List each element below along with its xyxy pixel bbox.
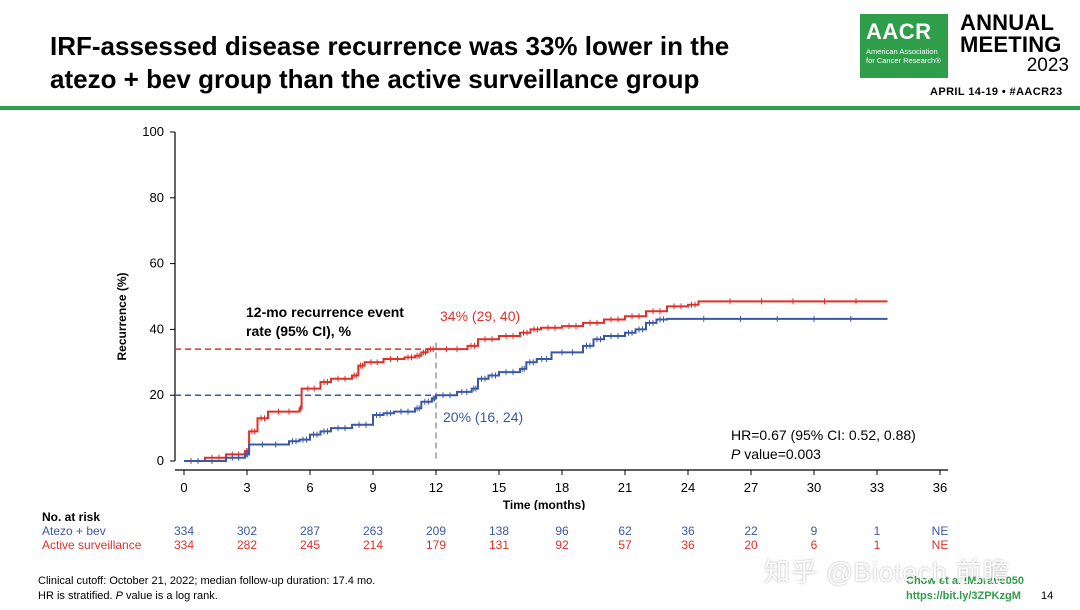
x-tick-label: 30 [807,480,821,495]
event-rate-label-line-2: rate (95% CI), % [246,323,352,339]
at-risk-value: 1 [873,538,881,552]
x-tick-label: 6 [306,480,313,495]
y-tick-label: 80 [150,190,164,205]
at-risk-row-label: Active surveillance [42,538,142,552]
x-tick-label: 18 [555,480,569,495]
x-axis-label: Time (months) [503,498,585,510]
slide-title-line-2: atezo + bev group than the active survei… [50,64,700,94]
footnote-stats-a: HR is stratified. [38,590,116,602]
at-risk-value: NE [931,524,949,538]
y-tick-label: 20 [150,387,164,402]
x-tick-label: 9 [369,480,376,495]
at-risk-value: 302 [236,524,258,538]
p-value-rest: value=0.003 [740,446,821,462]
footnote-stats-b: value is a log rank. [122,590,218,602]
at-risk-value: 96 [555,524,569,538]
at-risk-value: 92 [555,538,569,552]
x-tick-label: 27 [744,480,758,495]
at-risk-value: 22 [744,524,758,538]
p-value-p: P [731,446,741,462]
at-risk-value: NE [931,538,949,552]
at-risk-value: 57 [618,538,632,552]
slide-title: IRF-assessed disease recurrence was 33% … [50,30,810,96]
slide-title-line-1: IRF-assessed disease recurrence was 33% … [50,31,730,61]
meeting-dates: APRIL 14-19 • #AACR23 [930,86,1063,98]
at-risk-value: 287 [299,524,321,538]
atezo-rate-label: 20% (16, 24) [443,409,523,425]
aacr-logo-subtitle: American Association for Cancer Research… [866,47,941,65]
x-tick-label: 33 [870,480,884,495]
citation-study: Chow et al IMbrave050 [906,575,1024,587]
surveillance-rate-label: 34% (29, 40) [440,308,520,324]
annual-meeting-label: ANNUAL MEETING 2023 [960,12,1075,76]
at-risk-value: 138 [488,524,510,538]
header-divider [0,106,1080,110]
at-risk-value: 20 [744,538,758,552]
at-risk-value: 245 [299,538,321,552]
at-risk-value: 62 [618,524,632,538]
x-tick-label: 3 [243,480,250,495]
p-value-label: P value=0.003 [731,446,821,462]
x-tick-label: 12 [429,480,443,495]
aacr-logo: AACR American Association for Cancer Res… [860,14,948,78]
at-risk-value: 263 [362,524,384,538]
x-tick-label: 21 [618,480,632,495]
footnote-stats-p: P [115,590,123,602]
event-rate-label-line-1: 12-mo recurrence event [246,304,404,320]
at-risk-value: 1 [873,524,881,538]
y-tick-label: 40 [150,321,164,336]
at-risk-value: 36 [681,538,695,552]
watermark: 知乎 @Biotech 前瞻 [764,557,1010,587]
citation-link[interactable]: https://bit.ly/3ZPKzgM [906,590,1021,602]
meeting-year: 2023 [1026,55,1069,76]
at-risk-value: 6 [810,538,818,552]
at-risk-value: 131 [488,538,510,552]
at-risk-value: 36 [681,524,695,538]
meeting-line-meeting: MEETING [960,32,1062,57]
series-line [184,317,888,462]
y-tick-label: 100 [142,124,164,139]
hazard-ratio-label: HR=0.67 (95% CI: 0.52, 0.88) [731,427,916,443]
x-tick-label: 0 [180,480,187,495]
page-number: 14 [1041,590,1054,602]
footnote-stats: HR is stratified. P value is a log rank. [38,590,218,602]
y-tick-label: 60 [150,256,164,271]
y-tick-label: 0 [157,453,164,468]
meeting-line-annual: ANNUAL [960,10,1055,35]
at-risk-value: 334 [173,524,195,538]
y-axis-label: Recurrence (%) [115,272,129,360]
at-risk-value: 209 [425,524,447,538]
x-tick-label: 36 [933,480,947,495]
at-risk-row-label: Atezo + bev [42,524,106,538]
at-risk-value: 282 [236,538,258,552]
at-risk-value: 214 [362,538,384,552]
x-tick-label: 15 [492,480,506,495]
aacr-logo-mark: AACR [866,19,932,44]
footnote-cutoff: Clinical cutoff: October 21, 2022; media… [38,575,376,587]
series-line [184,300,888,462]
at-risk-value: 334 [173,538,195,552]
at-risk-value: 9 [810,524,818,538]
x-tick-label: 24 [681,480,695,495]
at-risk-title: No. at risk [42,510,101,524]
at-risk-value: 179 [425,538,447,552]
